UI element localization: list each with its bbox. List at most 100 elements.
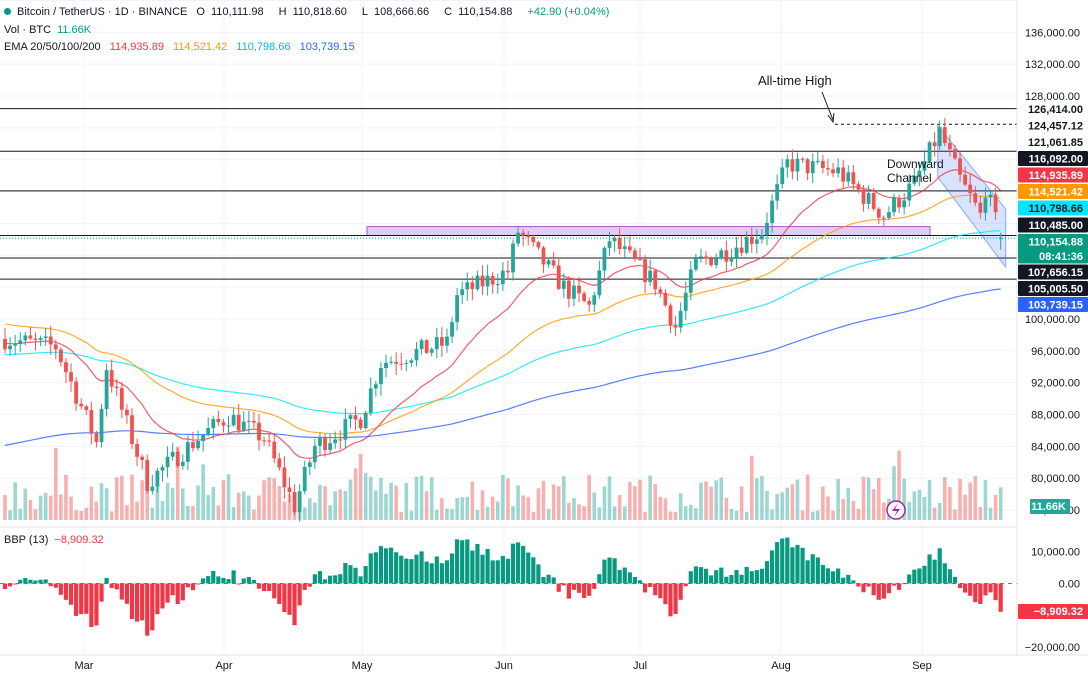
price-label-bg xyxy=(1018,281,1088,296)
bbp-bar xyxy=(515,542,521,584)
volume-bar xyxy=(577,504,581,520)
candle-body xyxy=(277,458,282,468)
bbp-bar xyxy=(490,560,495,584)
candle-body xyxy=(455,295,460,323)
bbp-tick-label: 0.00 xyxy=(1059,579,1080,591)
candle-body xyxy=(333,439,338,444)
candle-body xyxy=(693,256,698,270)
volume-bar xyxy=(216,505,221,520)
candle-body xyxy=(805,159,810,174)
volume-bar xyxy=(932,507,937,520)
volume-bar xyxy=(653,484,658,520)
candle-body xyxy=(846,172,851,182)
bbp-bar xyxy=(358,576,363,584)
candle-body xyxy=(546,260,551,265)
bbp-bar xyxy=(947,569,952,584)
bbp-bar xyxy=(180,583,185,601)
bbp-bar xyxy=(698,567,704,584)
volume-bar xyxy=(252,509,256,520)
bbp-bar xyxy=(729,574,734,584)
volume-bar xyxy=(455,497,459,520)
candle-body xyxy=(912,175,917,184)
candle-body xyxy=(561,280,566,289)
bbp-bar xyxy=(851,580,856,584)
candle-body xyxy=(983,197,988,213)
bbp-bar xyxy=(307,583,312,587)
candle-body xyxy=(241,421,246,431)
candle-body xyxy=(871,193,876,209)
candle-body xyxy=(495,284,500,286)
volume-bar xyxy=(302,507,307,520)
bbp-bar xyxy=(866,583,871,587)
bbp-bar xyxy=(632,576,638,584)
volume-bar xyxy=(160,501,165,520)
volume-bar xyxy=(617,495,622,520)
candle-body xyxy=(795,158,800,172)
volume-bar xyxy=(724,497,729,520)
bbp-bar xyxy=(637,580,643,584)
volume-bar xyxy=(734,510,739,520)
volume-bar xyxy=(379,478,383,520)
volume-bar xyxy=(59,494,63,520)
bbp-bar xyxy=(571,583,577,590)
bbp-bar xyxy=(963,583,968,593)
price-tick-label: 136,000.00 xyxy=(1025,27,1080,39)
bbp-bar xyxy=(790,547,795,584)
candle-body xyxy=(94,433,99,443)
bbp-bar xyxy=(968,583,973,596)
candle-body xyxy=(866,193,871,204)
candle-body xyxy=(180,461,185,467)
bbp-bar xyxy=(129,583,135,620)
price-tick-label: 96,000.00 xyxy=(1031,346,1080,358)
bbp-bar xyxy=(109,583,114,589)
candle-body xyxy=(58,349,63,363)
volume-bar xyxy=(709,486,713,520)
volume-bar xyxy=(181,488,185,520)
volume-bar xyxy=(587,475,591,520)
ema-label: EMA 20/50/100/200 xyxy=(4,41,101,53)
volume-bar xyxy=(800,510,805,520)
volume-bar xyxy=(902,478,906,520)
candle-body xyxy=(876,208,881,218)
candle-body xyxy=(434,337,439,350)
bbp-bar xyxy=(917,568,922,584)
price-tick-label: 100,000.00 xyxy=(1025,314,1080,326)
bbp-bar xyxy=(546,574,551,584)
flash-icon-bolt xyxy=(892,503,900,517)
candle-body xyxy=(424,340,429,353)
price-label-bg xyxy=(1018,184,1088,199)
bbp-bar xyxy=(140,583,145,621)
candle-body xyxy=(3,338,7,350)
candle-body xyxy=(780,167,785,185)
bbp-bar xyxy=(576,583,582,593)
volume-bar xyxy=(3,495,7,520)
candle-body xyxy=(84,406,89,411)
candle-body xyxy=(74,381,79,404)
volume-bar xyxy=(64,474,68,520)
volume-bar xyxy=(348,479,353,520)
candle-body xyxy=(638,259,642,261)
volume-bar xyxy=(257,495,261,520)
candle-body xyxy=(851,172,856,185)
candle-body xyxy=(947,143,952,150)
candle-body xyxy=(902,200,907,208)
volume-bar xyxy=(622,506,627,520)
bbp-bar xyxy=(145,583,150,636)
bbp-bar xyxy=(328,575,333,584)
volume-bar xyxy=(99,483,104,520)
bbp-bar xyxy=(912,569,917,584)
volume-bar xyxy=(699,482,703,520)
candle-body xyxy=(724,250,729,262)
time-tick-label: May xyxy=(352,660,373,672)
bbp-bar xyxy=(668,583,673,617)
time-tick-label: Apr xyxy=(215,660,232,672)
bbp-bar xyxy=(551,577,556,584)
channel-annotation-line1: Downward xyxy=(887,157,944,171)
volume-bar xyxy=(795,479,800,520)
volume-bar xyxy=(450,508,454,520)
candle-body xyxy=(292,492,297,513)
candle-body xyxy=(221,422,226,426)
candle-body xyxy=(500,270,505,285)
